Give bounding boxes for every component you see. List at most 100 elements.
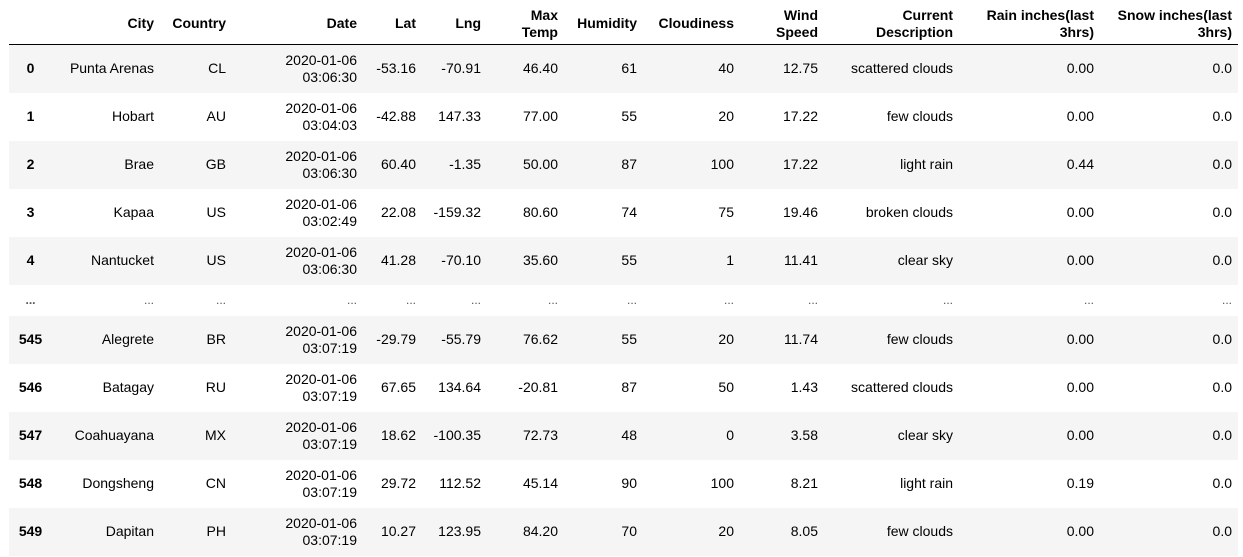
table-cell: 72.73 [522,427,558,443]
table-cell: 112.52 [439,475,481,491]
table-cell: ... [547,292,558,307]
table-cell: 123.95 [438,523,481,539]
column-header: Current Description [824,3,959,45]
table-cell: 2020-01-06 03:04:03 [285,99,357,133]
table-cell: ... [1083,292,1094,307]
row-index: 4 [26,252,35,268]
table-cell: 0.00 [1066,60,1094,77]
table-cell: Batagay [102,379,154,395]
table-cell: 0.0 [1212,427,1232,443]
table-cell: -29.79 [376,331,416,347]
table-cell: 55 [621,108,637,124]
table-row: 1 Hobart AU 2020-01-06 03:04:03 -42.88 147.33… [9,93,1238,141]
table-row: 4 Nantucket US 2020-01-06 03:06:30 41.28 -70.… [9,236,1238,285]
table-cell: 147.33 [438,108,481,124]
table-cell: 41.28 [380,252,416,268]
table-cell: 84.20 [522,523,558,539]
table-cell: 12.75 [782,60,818,77]
table-cell: 3.58 [790,427,818,443]
table-cell: few clouds [886,523,953,539]
table-cell: 0.00 [1066,204,1094,220]
row-index: 548 [18,475,43,491]
table-cell: -55.79 [441,331,481,347]
table-cell: -42.88 [376,108,416,124]
table-cell: 0.0 [1212,523,1232,539]
row-index: 1 [26,108,35,124]
header-row: City Country Date Lat Lng Max Temp Humidity Clo… [9,3,1238,45]
table-cell: 0.0 [1212,204,1232,220]
table-cell: 60.40 [380,156,416,172]
table-cell: 17.22 [782,156,818,172]
table-row: 3 Kapaa US 2020-01-06 03:02:49 22.08 -159.32 8… [9,189,1238,237]
table-cell: 100 [710,475,734,491]
table-cell: 11.41 [784,252,818,268]
table-cell: 0.00 [1066,427,1094,443]
row-index: 549 [18,523,43,539]
table-cell: GB [205,156,226,172]
table-cell: 0.44 [1066,156,1094,172]
row-index: 546 [18,379,43,395]
table-cell: scattered clouds [851,379,953,395]
column-header: Humidity [564,3,643,45]
table-cell: 0.0 [1212,252,1232,268]
table-cell: ... [723,292,734,307]
table-cell: ... [807,292,818,307]
table-cell: ... [143,292,154,307]
table-cell: 2020-01-06 03:07:19 [285,514,357,548]
table-cell: 55 [621,252,637,268]
table-row: 545 Alegrete BR 2020-01-06 03:07:19 -29.79 -5… [9,315,1238,364]
table-header: City Country Date Lat Lng Max Temp Humidity Clo… [9,3,1238,45]
table-cell: 1 [726,252,734,268]
table-cell: 80.60 [522,204,558,220]
table-cell: 18.62 [380,427,416,443]
table-cell: 76.62 [522,331,558,347]
row-index: 3 [26,204,35,220]
table-cell: Coahuayana [74,427,154,443]
table-cell: 8.21 [790,475,818,491]
table-cell: 87 [621,379,637,395]
table-cell: ... [942,292,953,307]
table-cell: 0.00 [1066,379,1094,395]
table-row: 2 Brae GB 2020-01-06 03:06:30 60.40 -1.35 50.0… [9,140,1238,189]
table-cell: 0.0 [1212,108,1232,124]
table-cell: 2020-01-06 03:06:30 [285,147,357,181]
table-cell: 2020-01-06 03:07:19 [285,466,357,500]
table-cell: BR [206,331,226,347]
column-header: Snow inches(last 3hrs) [1100,3,1238,45]
table-cell: 40 [718,60,734,77]
table-cell: 75 [718,204,734,220]
column-header: Wind Speed [740,3,824,45]
table-cell: Nantucket [90,252,154,268]
table-cell: 45.14 [522,475,558,491]
table-cell: ... [215,292,226,307]
table-cell: 87 [621,156,637,172]
table-cell: 29.72 [380,475,416,491]
table-cell: 20 [718,108,734,124]
table-cell: 74 [621,204,637,220]
column-header: Lng [422,3,487,45]
table-cell: Alegrete [101,331,154,347]
table-cell: 0.0 [1212,60,1232,77]
table-cell: Dapitan [105,523,154,539]
table-cell: MX [205,427,226,443]
table-cell: Hobart [111,108,154,124]
table-cell: ... [470,292,481,307]
table-row: 547 Coahuayana MX 2020-01-06 03:07:19 18.62 -… [9,411,1238,460]
table-cell: 46.40 [522,60,558,77]
table-cell: Dongsheng [82,475,154,491]
row-index: 0 [26,60,35,77]
table-cell: 100 [710,156,734,172]
table-cell: 2020-01-06 03:07:19 [285,370,357,404]
table-row: 0 Punta Arenas CL 2020-01-06 03:06:30 -53.16… [9,44,1238,93]
column-header: Max Temp [487,3,564,45]
table-cell: PH [206,523,226,539]
table-cell: 8.05 [790,523,818,539]
table-cell: ... [626,292,637,307]
table-cell: Brae [124,156,154,172]
table-cell: 0 [726,427,734,443]
table-cell: -20.81 [518,379,558,395]
table-cell: 0.0 [1212,379,1232,395]
table-cell: 17.22 [782,108,818,124]
table-cell: 48 [621,427,637,443]
